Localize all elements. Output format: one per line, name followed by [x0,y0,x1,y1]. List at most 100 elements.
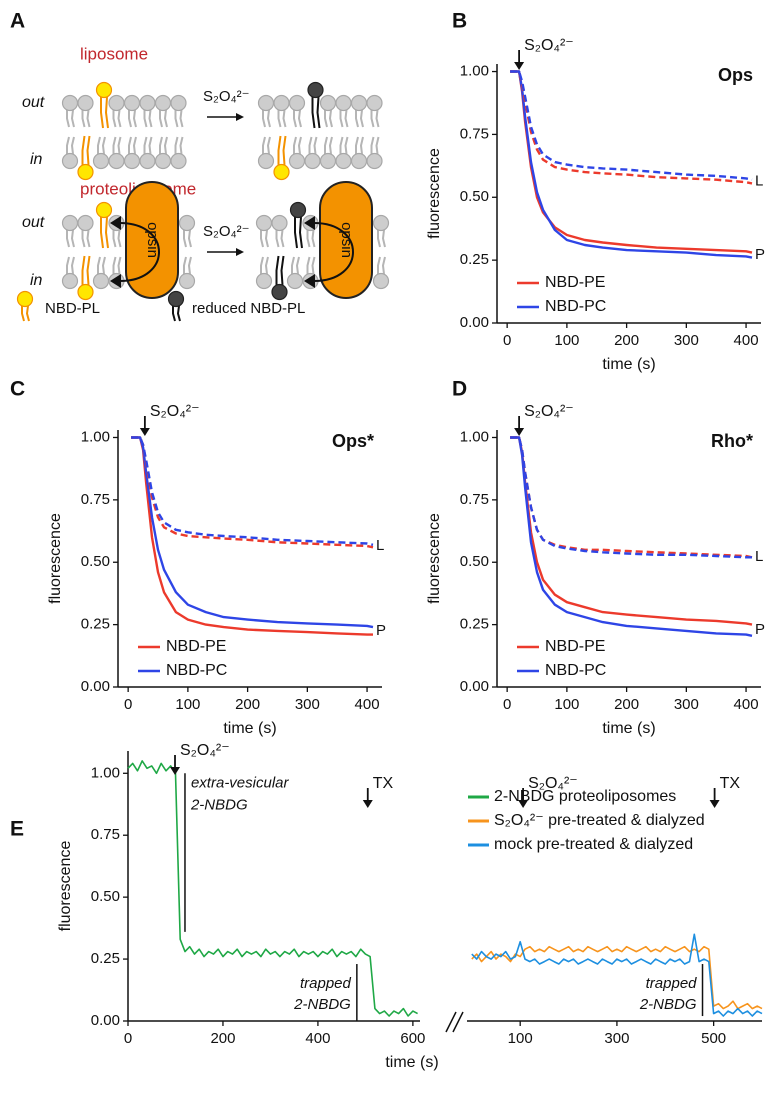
series-line [471,933,763,1017]
lipid-head [139,152,156,170]
lipid-tail [339,110,344,128]
y-tick-label: 1.00 [81,428,110,445]
chart-title: Ops [718,65,753,85]
annotation: TX [720,775,741,792]
lipid-tail [66,110,70,128]
protein [125,181,179,299]
lipid-head [257,152,275,170]
x-tick-label: 400 [734,332,759,349]
lipid-tail [117,256,122,275]
arrow-head [170,767,181,775]
lipid-head [255,272,273,290]
lipid-head [288,152,306,170]
lipid-tail [86,229,91,248]
lipid-tail [328,136,333,155]
lipid-tail [86,109,91,128]
lipid-head [286,272,304,290]
lipid-head [335,94,352,112]
bracket-label: 2-NBDG [190,796,248,813]
lipid-tail [70,229,75,248]
lipid-tail [179,109,184,128]
panel-letter: D [452,378,467,401]
lipid-tail [355,136,359,154]
lipid-tail [66,256,70,274]
y-tick-label: 0.75 [81,491,110,508]
lipid-head [319,152,337,170]
lipid-tail [128,110,132,128]
lipid-head [167,290,185,308]
end-label: L [376,537,384,554]
lipid-head [271,283,288,301]
x-tick-label: 400 [305,1030,330,1047]
lipid-tail [282,109,287,128]
x-tick-label: 400 [355,696,380,713]
y-axis-label: fluorescence [426,148,443,239]
lipid-head [372,272,390,290]
lipid-head [139,94,156,112]
lipid-tail [266,109,271,128]
lipid-tail [359,136,364,155]
lipid-head [304,152,321,170]
end-label: L [755,548,763,565]
legend-label: NBD-PC [166,662,227,679]
lipid-head [16,290,34,308]
y-tick-label: 0.75 [460,125,489,142]
protein [319,181,373,299]
lipid-tail [375,136,380,155]
out-label: out [22,214,45,231]
lipid-head [366,152,383,170]
lipid-head [307,81,324,99]
lipid-tail [275,230,280,248]
series-line [510,70,753,185]
lipid-tail [291,256,295,274]
lipid-head [77,94,94,112]
lipid-tail [280,229,285,248]
lipid-tail [70,109,75,128]
lipid-tail [316,96,321,129]
x-tick-label: 200 [210,1030,235,1047]
lipid-tail [381,229,386,248]
series-line [510,70,753,181]
end-label: P [376,622,386,639]
lipid-tail [262,136,266,154]
y-tick-label: 1.00 [460,428,489,445]
y-tick-label: 0.75 [460,491,489,508]
arrow-head [139,428,150,436]
x-tick-label: 100 [554,696,579,713]
bracket-label: extra-vesicular [191,774,290,791]
y-tick-label: 0.50 [460,188,489,205]
lipid-tail [163,109,168,128]
lipid-head [154,94,172,112]
axis-break [445,1011,464,1033]
lipid-tail [311,229,316,248]
series-line [131,436,374,629]
end-label: L [755,173,763,190]
lipid-tail [328,109,333,128]
lipid-head [108,94,125,112]
x-tick-label: 300 [295,696,320,713]
x-tick-label: 300 [604,1030,629,1047]
lipid-tail [132,109,137,128]
in-label: in [30,151,43,168]
series-line [510,436,753,626]
lipid-tail [101,136,106,155]
y-tick-label: 0.50 [91,888,120,905]
lipid-tail [344,109,349,128]
legend-label: S₂O₄²⁻ pre-treated & dialyzed [494,812,705,829]
lipid-tail [187,229,192,248]
lipid-tail [112,256,117,274]
panel-letter: B [452,10,467,33]
y-axis-label: fluorescence [426,513,443,604]
x-tick-label: 100 [175,696,200,713]
lipid-tail [179,136,184,155]
lipid-tail [148,109,153,128]
legend-label: NBD-PC [545,298,606,315]
lipid-tail [112,136,117,154]
liposome-label: liposome [80,44,148,63]
arrow-head [304,216,315,230]
x-tick-label: 100 [554,332,579,349]
lipid-tail [100,97,104,129]
lipid-tail [295,256,300,275]
y-tick-label: 0.00 [460,678,489,695]
